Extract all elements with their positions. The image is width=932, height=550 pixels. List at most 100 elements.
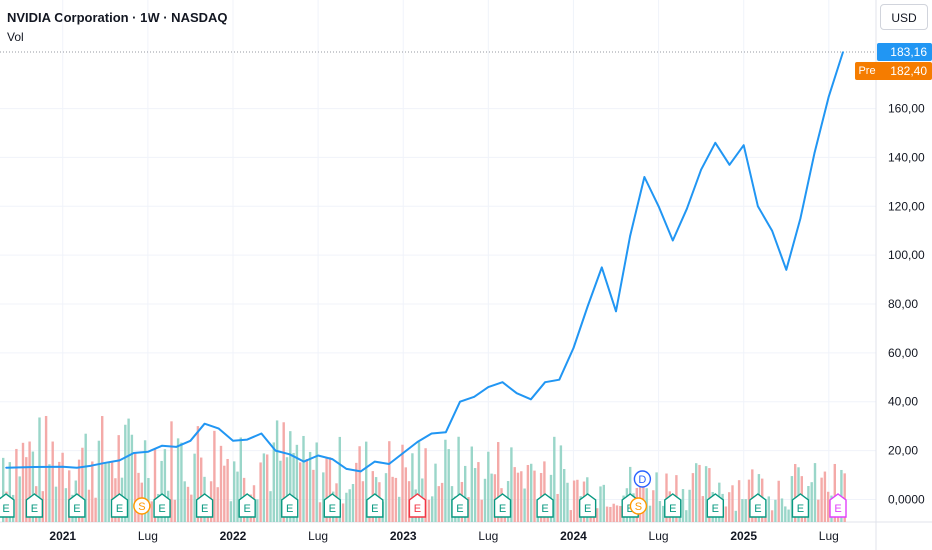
price-point [572, 347, 575, 349]
currency-selector[interactable]: USD [880, 4, 928, 30]
x-tick-label: Lug [819, 529, 839, 543]
volume-bar [163, 449, 167, 522]
price-point [288, 453, 291, 456]
volume-bar [609, 506, 612, 522]
earnings-marker[interactable]: E [536, 493, 554, 518]
volume-bar [48, 464, 51, 522]
volume-bar [213, 430, 216, 522]
volume-bar [292, 452, 295, 522]
volume-bar [193, 453, 196, 522]
volume-bar [470, 446, 473, 522]
price-point [388, 463, 390, 465]
volume-bar [186, 486, 190, 522]
volume-bar [87, 489, 91, 522]
dividend-marker[interactable]: D [633, 470, 652, 488]
price-point [217, 427, 220, 430]
earnings-marker[interactable]: E [829, 493, 847, 518]
split-marker[interactable]: S [133, 497, 151, 515]
x-tick-label: Lug [649, 529, 669, 543]
price-point [374, 460, 376, 463]
volume-bar [38, 417, 41, 522]
earnings-marker[interactable]: E [493, 493, 512, 518]
split-marker[interactable]: S [629, 497, 648, 515]
premarket-price-tag: 182,40 [877, 62, 932, 80]
volume-bar [28, 441, 31, 522]
price-point [317, 454, 319, 457]
volume-bar [820, 477, 823, 522]
earnings-marker[interactable]: E [451, 493, 469, 518]
volume-bar [107, 462, 110, 522]
price-point [76, 466, 78, 469]
split-letter: S [635, 501, 642, 513]
earnings-marker[interactable]: E [195, 493, 214, 518]
volume-bar [18, 476, 21, 522]
volume-bar [510, 447, 513, 522]
x-tick-label: 2022 [220, 529, 247, 543]
volume-bar [239, 437, 242, 522]
volume-bar [256, 499, 259, 522]
volume-bar [417, 442, 421, 522]
volume-bar [147, 477, 150, 522]
earnings-marker[interactable]: E [0, 493, 15, 518]
earnings-marker[interactable]: E [366, 493, 384, 518]
earnings-letter: E [31, 503, 38, 515]
volume-bar [269, 491, 272, 522]
earnings-letter: E [541, 503, 548, 515]
earnings-marker[interactable]: E [791, 493, 810, 518]
earnings-marker[interactable]: E [408, 493, 427, 518]
volume-bar [457, 436, 460, 522]
earnings-letter: E [243, 503, 250, 515]
volume-bar [338, 436, 341, 522]
earnings-marker[interactable]: E [238, 493, 256, 518]
volume-bar [183, 481, 186, 522]
price-point [728, 163, 731, 166]
volume-bar [483, 478, 487, 522]
earnings-marker[interactable]: E [68, 493, 86, 518]
volume-bar [563, 469, 566, 522]
price-point [303, 460, 305, 463]
y-tick-label: 0,0000 [888, 492, 925, 506]
earnings-marker[interactable]: E [153, 493, 171, 518]
volume-bar [302, 435, 305, 522]
volume-bar [473, 468, 477, 522]
volume-bar [272, 442, 275, 522]
volume-bar [794, 464, 797, 522]
earnings-marker[interactable]: E [578, 493, 597, 518]
volume-bar [117, 435, 120, 522]
earnings-marker[interactable]: E [749, 493, 767, 518]
earnings-marker[interactable]: E [323, 493, 341, 518]
volume-bar [813, 463, 817, 522]
earnings-marker[interactable]: E [110, 493, 129, 518]
volume-bar [440, 482, 444, 522]
volume-bar [315, 442, 318, 522]
price-point [274, 449, 277, 452]
volume-bar [691, 473, 695, 522]
price-point [487, 386, 490, 388]
volume-bar [398, 496, 401, 522]
volume-bar [612, 503, 615, 522]
volume-bar [602, 484, 605, 522]
earnings-marker[interactable]: E [281, 493, 299, 518]
x-tick-label: 2021 [49, 529, 76, 543]
volume-bar [355, 462, 358, 522]
volume-bar [110, 461, 114, 522]
earnings-marker[interactable]: E [706, 493, 725, 518]
volume-bar [351, 484, 355, 522]
earnings-marker[interactable]: E [25, 493, 44, 518]
volume-bar [312, 469, 315, 522]
earnings-marker[interactable]: E [664, 493, 682, 518]
volume-bar [572, 480, 576, 522]
volume-legend[interactable]: Vol [7, 30, 24, 44]
volume-bar [361, 481, 365, 522]
symbol-title[interactable]: NVIDIA Corporation · 1W · NASDAQ [7, 10, 228, 25]
volume-bar [784, 506, 787, 522]
volume-bar [599, 486, 602, 522]
price-line [5, 51, 844, 473]
price-point [742, 144, 745, 147]
volume-bar [576, 479, 579, 522]
volume-bar [77, 459, 81, 522]
price-point [203, 422, 206, 425]
volume-bar [61, 452, 64, 522]
price-point [189, 440, 192, 442]
